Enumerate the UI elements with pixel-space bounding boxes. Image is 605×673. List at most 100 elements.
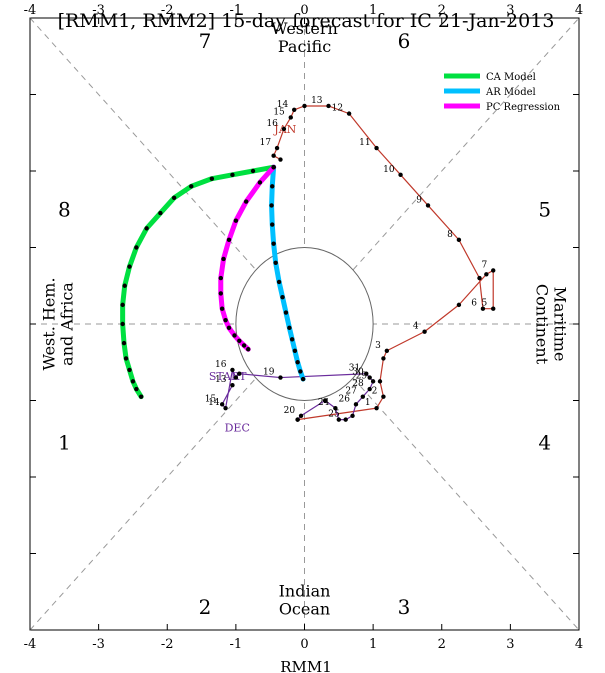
data-point: [120, 321, 125, 327]
point-label: 5: [481, 299, 487, 309]
data-point: [232, 333, 237, 338]
data-point: [295, 417, 300, 422]
top-tick-label: 2: [438, 3, 446, 18]
data-point: [250, 168, 256, 174]
phase-number: 7: [199, 29, 212, 53]
data-point: [134, 245, 139, 250]
region-label-line: Ocean: [279, 599, 330, 618]
unit-circle: [235, 247, 374, 401]
point-label: 15: [273, 107, 285, 117]
axis-ticks: -4 -3 -2 -1 0 1 2 3 4-4 -3 -2 -1 0 1 2 3 4: [24, 3, 583, 652]
data-point: [425, 203, 431, 208]
point-label: 24: [318, 398, 330, 408]
point-label: 10: [383, 165, 395, 175]
data-point: [326, 103, 331, 109]
data-point: [269, 203, 274, 208]
point-label: 2: [372, 387, 378, 397]
data-point: [246, 347, 251, 352]
phase-number: 6: [398, 29, 411, 53]
point-label: 13: [311, 96, 323, 106]
point-label: 14: [208, 398, 220, 408]
data-point: [271, 164, 276, 170]
data-point: [360, 394, 366, 399]
data-point: [364, 371, 369, 376]
data-point: [257, 180, 263, 185]
region-label-line: and Africa: [57, 282, 76, 366]
data-point: [491, 268, 496, 273]
data-point: [398, 172, 403, 178]
data-point: [346, 111, 352, 116]
data-point: [353, 402, 359, 407]
data-point: [273, 260, 278, 265]
top-tick-label: 4: [575, 3, 583, 18]
data-point: [158, 210, 163, 216]
data-point: [271, 241, 276, 246]
data-point: [477, 275, 482, 281]
data-point: [270, 184, 275, 189]
data-point: [298, 369, 303, 374]
point-label: 28: [352, 379, 364, 389]
data-point: [374, 145, 379, 151]
data-point: [484, 272, 489, 277]
point-label: 4: [413, 322, 419, 332]
chart-title: [RMM1, RMM2] 15-day forecast for IC 21-J…: [58, 10, 555, 32]
series-points: [120, 103, 496, 422]
top-tick-label: 3: [506, 3, 514, 18]
data-point: [367, 375, 372, 380]
point-label: 11: [359, 138, 370, 148]
data-point: [350, 413, 355, 418]
data-point: [209, 176, 215, 181]
point-label: 12: [332, 104, 343, 114]
top-tick-label: 1: [369, 3, 377, 18]
x-tick-label: 3: [506, 637, 514, 652]
point-label: 3: [375, 341, 381, 351]
data-point: [171, 195, 177, 200]
data-point: [343, 417, 348, 422]
region-label-line: Maritime: [551, 287, 570, 362]
data-point: [374, 405, 379, 411]
data-point: [189, 184, 194, 189]
data-point: [298, 413, 304, 418]
x-tick-label: -4: [24, 637, 37, 652]
data-point: [233, 218, 239, 223]
data-point: [130, 379, 136, 384]
data-point: [381, 356, 386, 361]
data-point: [221, 256, 226, 262]
data-point: [280, 295, 285, 300]
x-tick-label: -3: [92, 637, 105, 652]
top-tick-label: -3: [92, 3, 105, 18]
data-point: [127, 264, 132, 269]
data-point: [292, 107, 297, 113]
data-point: [237, 338, 242, 344]
phase-number: 2: [199, 595, 212, 619]
data-point: [491, 306, 496, 311]
x-tick-label: 0: [300, 637, 308, 652]
month-label: DEC: [225, 421, 250, 434]
point-label: 15: [205, 394, 217, 404]
data-point: [144, 226, 149, 231]
data-point: [292, 348, 298, 353]
phase-number: 4: [538, 431, 551, 455]
point-label: 1: [365, 398, 371, 408]
data-point: [237, 371, 242, 376]
legend-label: AR Model: [485, 87, 536, 98]
data-point: [381, 394, 386, 399]
data-point: [121, 340, 127, 346]
point-label: 31: [349, 364, 360, 374]
data-point: [241, 343, 247, 348]
data-point: [271, 153, 276, 158]
x-axis-label: RMM1: [280, 658, 332, 673]
region-label-line: Pacific: [278, 37, 331, 56]
phase-number: 3: [398, 595, 411, 619]
point-label: 26: [339, 394, 351, 404]
data-point: [226, 237, 232, 243]
x-tick-label: 1: [369, 637, 377, 652]
data-point: [456, 237, 462, 243]
data-point: [480, 306, 486, 311]
data-point: [219, 306, 225, 311]
x-tick-label: -2: [161, 637, 174, 652]
data-point: [226, 325, 232, 331]
